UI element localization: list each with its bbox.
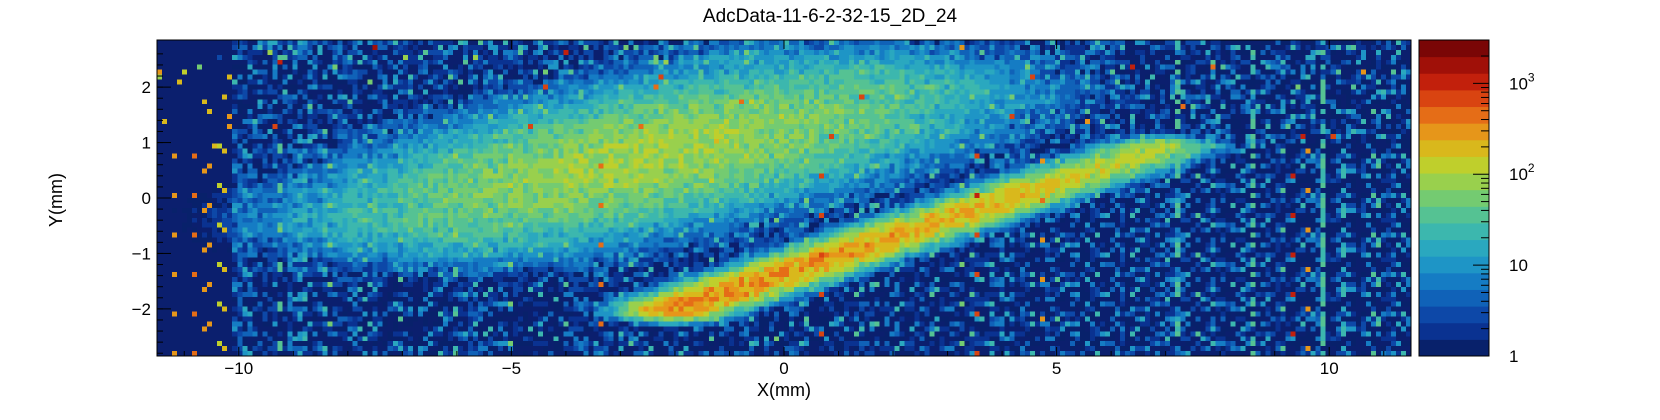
chart-title: AdcData-11-6-2-32-15_2D_24 bbox=[703, 6, 958, 27]
colorbar-bin bbox=[1419, 89, 1489, 108]
colorbar-bin bbox=[1419, 189, 1489, 207]
colorbar-bin bbox=[1419, 139, 1489, 157]
colorbar-tick-label: 103 bbox=[1509, 70, 1535, 93]
y-axis-label: Y(mm) bbox=[46, 173, 66, 227]
colorbar-bin bbox=[1419, 306, 1489, 324]
colorbar-tick-label: 102 bbox=[1509, 161, 1535, 184]
x-tick-label: 0 bbox=[779, 359, 788, 378]
colorbar-bin bbox=[1419, 173, 1489, 191]
colorbar-tick-label: 1 bbox=[1509, 347, 1518, 366]
colorbar-bin bbox=[1419, 239, 1489, 257]
colorbar-tick-label: 10 bbox=[1509, 256, 1528, 275]
colorbar-frame bbox=[1418, 39, 1490, 357]
colorbar-bin bbox=[1419, 339, 1489, 357]
colorbar-bin bbox=[1419, 206, 1489, 224]
colorbar-bin bbox=[1419, 256, 1489, 274]
heatmap-image bbox=[157, 40, 1411, 356]
colorbar-bin bbox=[1419, 156, 1489, 174]
colorbar-bin bbox=[1419, 289, 1489, 307]
x-tick-label: −5 bbox=[502, 359, 521, 378]
y-tick-label: 1 bbox=[142, 134, 151, 153]
colorbar-bin bbox=[1419, 73, 1489, 91]
colorbar-bin bbox=[1419, 123, 1489, 141]
x-tick-label: −10 bbox=[224, 359, 253, 378]
x-tick-label: 5 bbox=[1052, 359, 1061, 378]
colorbar-bin bbox=[1419, 40, 1489, 58]
x-axis-label: X(mm) bbox=[757, 380, 811, 400]
y-tick-label: −1 bbox=[132, 244, 151, 263]
colorbar bbox=[1418, 39, 1490, 357]
heatmap bbox=[157, 40, 1411, 356]
y-tick-label: 2 bbox=[142, 78, 151, 97]
colorbar-bin bbox=[1419, 56, 1489, 74]
colorbar-bin bbox=[1419, 272, 1489, 290]
x-axis: −10 −5 0 5 10 bbox=[183, 40, 1385, 378]
colorbar-bin bbox=[1419, 222, 1489, 241]
colorbar-bin bbox=[1419, 322, 1489, 340]
y-tick-label: 0 bbox=[142, 189, 151, 208]
colorbar-bin bbox=[1419, 106, 1489, 124]
y-tick-label: −2 bbox=[132, 300, 151, 319]
y-axis: −2 −1 0 1 2 bbox=[132, 53, 171, 354]
x-tick-label: 10 bbox=[1320, 359, 1339, 378]
